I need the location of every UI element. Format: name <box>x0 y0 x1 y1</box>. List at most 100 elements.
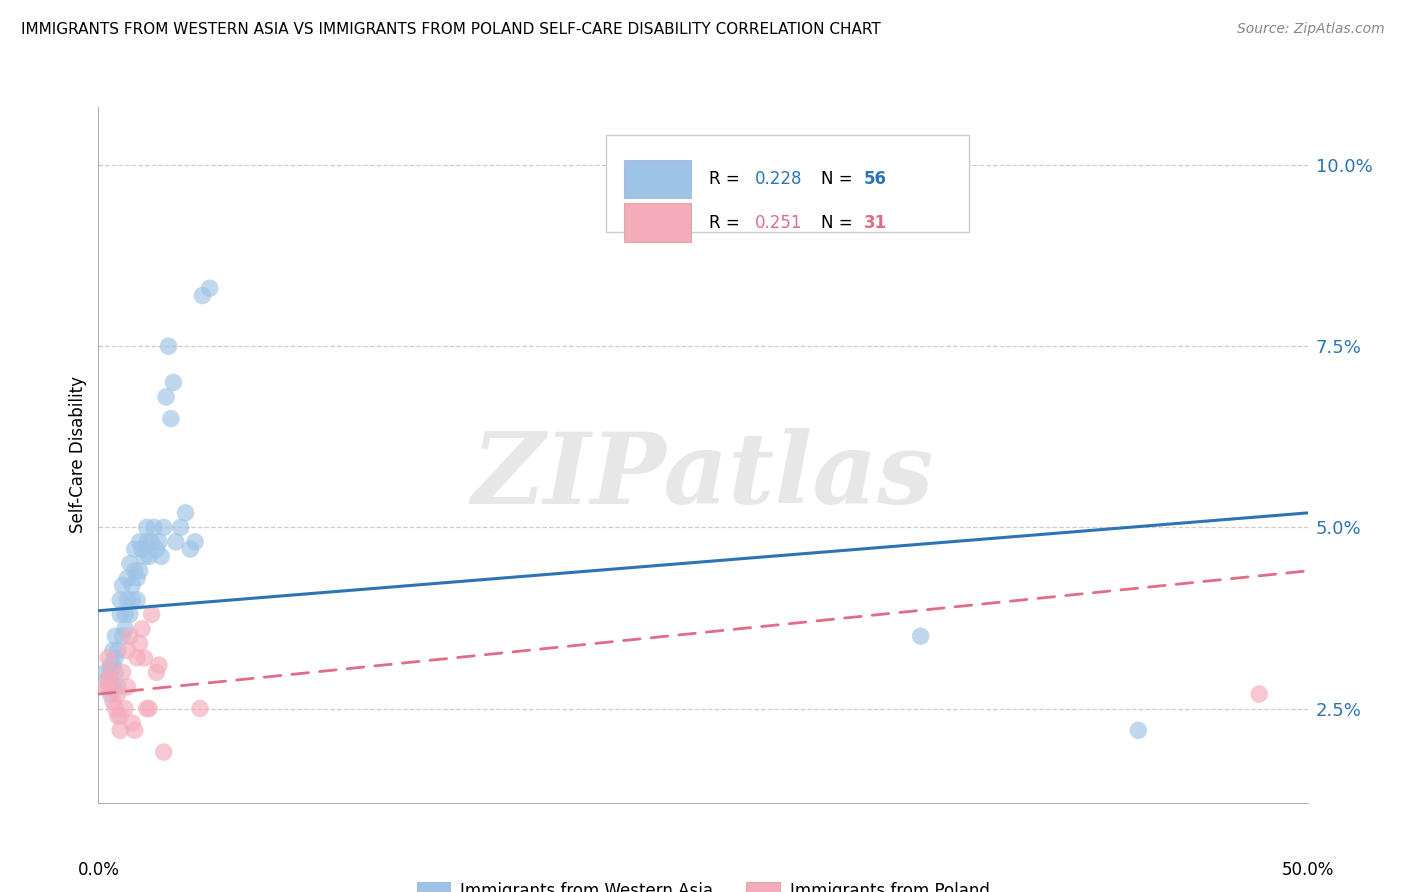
Point <box>148 658 170 673</box>
Point <box>121 716 143 731</box>
Text: IMMIGRANTS FROM WESTERN ASIA VS IMMIGRANTS FROM POLAND SELF-CARE DISABILITY CORR: IMMIGRANTS FROM WESTERN ASIA VS IMMIGRAN… <box>21 22 880 37</box>
Point <box>94 665 117 680</box>
Point <box>114 622 136 636</box>
Point <box>145 665 167 680</box>
Point <box>1249 687 1271 701</box>
Point <box>101 694 124 708</box>
Text: ZIPatlas: ZIPatlas <box>472 427 934 524</box>
Point <box>104 665 127 680</box>
Point <box>127 592 149 607</box>
Text: 0.228: 0.228 <box>755 169 803 187</box>
Point <box>111 629 134 643</box>
Point <box>108 708 131 723</box>
Point <box>111 578 134 592</box>
Point <box>114 607 136 622</box>
Point <box>104 701 127 715</box>
Point <box>165 535 187 549</box>
Point <box>117 592 139 607</box>
Point <box>910 629 932 643</box>
Point <box>101 643 124 657</box>
Point <box>118 557 141 571</box>
Point <box>135 520 157 534</box>
Point <box>107 643 129 657</box>
Text: 0.251: 0.251 <box>755 213 803 232</box>
Point <box>134 549 156 564</box>
Point <box>104 651 127 665</box>
Text: 0.0%: 0.0% <box>77 861 120 879</box>
Point <box>138 701 160 715</box>
Text: 56: 56 <box>863 169 887 187</box>
Point <box>128 564 150 578</box>
Point <box>131 622 153 636</box>
Point <box>174 506 197 520</box>
Point <box>101 658 124 673</box>
Point <box>198 281 221 295</box>
Point <box>128 636 150 650</box>
FancyBboxPatch shape <box>624 160 690 198</box>
Point <box>108 607 131 622</box>
Point <box>135 701 157 715</box>
Point <box>1128 723 1150 738</box>
Point <box>134 651 156 665</box>
Point <box>108 723 131 738</box>
Point <box>100 665 122 680</box>
Point <box>100 687 122 701</box>
Point <box>160 411 183 425</box>
Text: Source: ZipAtlas.com: Source: ZipAtlas.com <box>1237 22 1385 37</box>
Point <box>117 571 139 585</box>
Point <box>108 592 131 607</box>
Point <box>124 723 146 738</box>
Point <box>118 629 141 643</box>
Point <box>97 673 120 687</box>
Y-axis label: Self-Care Disability: Self-Care Disability <box>69 376 87 533</box>
Point <box>179 542 201 557</box>
Point <box>124 564 146 578</box>
Point <box>157 339 180 353</box>
Point <box>107 680 129 694</box>
Legend: Immigrants from Western Asia, Immigrants from Poland: Immigrants from Western Asia, Immigrants… <box>408 874 998 892</box>
Point <box>100 658 122 673</box>
Point <box>150 549 173 564</box>
Point <box>141 535 163 549</box>
Point <box>191 288 214 302</box>
Point <box>128 535 150 549</box>
Point <box>107 687 129 701</box>
Point <box>121 592 143 607</box>
Point <box>117 643 139 657</box>
Point <box>97 651 120 665</box>
Point <box>97 673 120 687</box>
Point <box>114 701 136 715</box>
Point <box>143 520 166 534</box>
Point <box>101 680 124 694</box>
Point <box>117 680 139 694</box>
Point <box>121 578 143 592</box>
Point <box>152 745 174 759</box>
Point <box>94 680 117 694</box>
Point <box>141 607 163 622</box>
Point <box>155 390 177 404</box>
Point <box>169 520 191 534</box>
Text: 31: 31 <box>863 213 887 232</box>
FancyBboxPatch shape <box>624 203 690 242</box>
Point <box>131 542 153 557</box>
Point <box>111 665 134 680</box>
Text: N =: N = <box>821 169 859 187</box>
Point <box>184 535 207 549</box>
Point <box>127 651 149 665</box>
Point <box>101 680 124 694</box>
Text: R =: R = <box>709 169 745 187</box>
Point <box>100 665 122 680</box>
Point <box>152 520 174 534</box>
Point <box>104 629 127 643</box>
Text: 50.0%: 50.0% <box>1281 861 1334 879</box>
Point <box>100 680 122 694</box>
Point <box>188 701 211 715</box>
Point <box>118 607 141 622</box>
Point <box>138 549 160 564</box>
Point <box>145 542 167 557</box>
Text: R =: R = <box>709 213 745 232</box>
Point <box>107 708 129 723</box>
Point <box>127 571 149 585</box>
FancyBboxPatch shape <box>606 135 969 232</box>
Point <box>148 535 170 549</box>
